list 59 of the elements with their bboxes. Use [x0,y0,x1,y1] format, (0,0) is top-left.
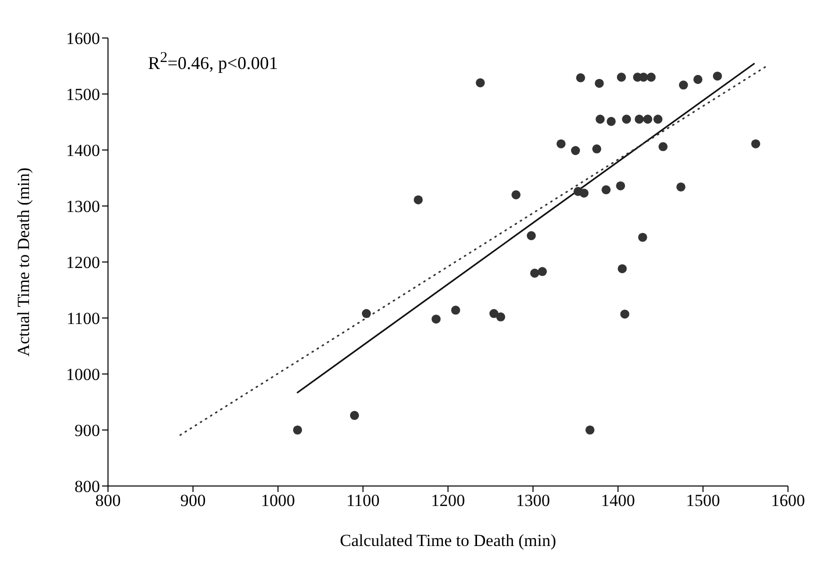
x-tick-label: 1300 [516,491,550,510]
y-axis-title: Actual Time to Death (min) [14,168,34,356]
x-tick-label: 1600 [771,491,805,510]
x-tick-label: 1200 [431,491,465,510]
point [712,72,722,81]
point [530,268,540,278]
point [658,142,668,152]
point [511,190,521,200]
point [592,144,602,154]
point [653,114,662,124]
x-tick-label: 1500 [686,491,720,510]
x-tick-label: 1400 [601,491,635,510]
point [676,182,686,192]
point [293,425,302,435]
y-tick-label: 1400 [66,141,100,160]
point [570,146,580,156]
point [414,195,423,204]
point [579,188,589,198]
point [585,425,594,435]
point [350,410,360,420]
point [606,116,616,126]
point [620,310,630,319]
annotation: R$^{2}$=0.46, p<0.001 [148,50,278,74]
point [643,114,652,124]
point [618,264,627,274]
point [634,114,644,124]
y-tick-label: 1000 [66,365,100,384]
point [751,139,760,148]
point [489,309,498,318]
point [476,78,485,88]
point [451,306,460,315]
point [362,309,371,318]
point [622,114,632,124]
point [576,73,586,82]
point [496,312,506,322]
point [538,267,547,276]
point [556,139,566,148]
y-tick-label: 1100 [66,309,100,328]
point [616,72,626,82]
y-tick-label: 1200 [66,253,100,272]
y-tick-label: 1300 [66,197,100,216]
x-tick-label: 900 [180,491,206,510]
x-tick-label: 1000 [261,491,295,510]
point [646,72,656,82]
point [432,314,441,324]
point [526,231,536,240]
y-tick-label: 1500 [66,85,100,104]
y-tick-label: 1600 [66,29,100,48]
point [596,114,605,124]
point [638,232,648,242]
point [594,78,604,88]
x-axis-title: Calculated Time to Death (min) [340,531,556,550]
y-tick-label: 900 [74,421,100,440]
point [693,74,702,84]
point [678,80,688,90]
point [602,185,611,194]
x-tick-label: 800 [95,491,121,510]
point [616,181,626,190]
x-tick-label: 1100 [346,491,380,510]
